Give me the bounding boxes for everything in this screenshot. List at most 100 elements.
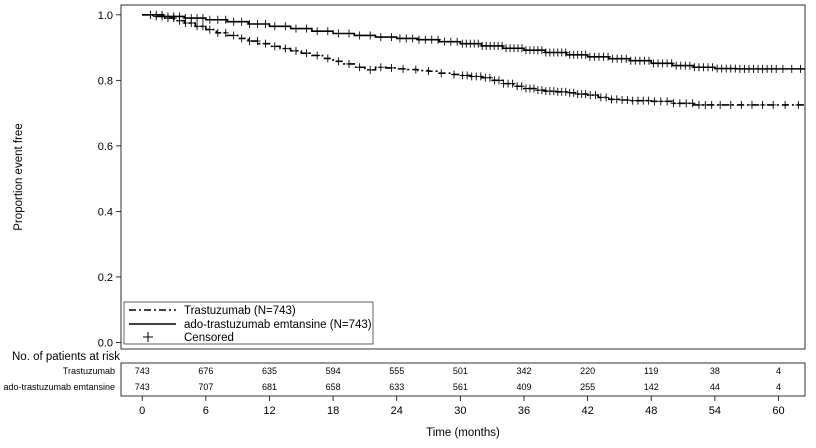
- risk-value: 4: [776, 382, 781, 392]
- plot-frame: [120, 4, 806, 350]
- x-tick-label: 48: [645, 405, 657, 417]
- series-layer: [142, 14, 805, 106]
- risk-row-label-tdm1: ado-trastuzumab emtansine: [3, 382, 115, 392]
- censor-mark: [388, 33, 395, 42]
- censor-mark: [314, 27, 321, 36]
- risk-value: 555: [389, 366, 404, 376]
- censor-mark: [670, 99, 677, 108]
- censor-mark: [623, 54, 630, 63]
- censor-layer: [147, 10, 804, 109]
- censor-mark: [246, 37, 253, 46]
- censor-mark: [188, 14, 195, 23]
- y-tick-label: 0.2: [98, 272, 113, 284]
- censor-mark: [748, 100, 755, 109]
- censor-mark: [422, 35, 429, 44]
- censor-mark: [640, 96, 647, 105]
- x-tick-label: 36: [518, 405, 530, 417]
- censor-mark: [400, 64, 407, 73]
- censor-mark: [153, 10, 160, 19]
- censor-mark: [214, 28, 221, 37]
- censor-mark: [664, 97, 671, 106]
- censor-mark: [538, 46, 545, 55]
- censor-mark: [367, 65, 374, 74]
- censor-mark: [645, 56, 652, 65]
- legend-label-trastuzumab: Trastuzumab (N=743): [184, 305, 296, 317]
- censor-mark: [403, 34, 410, 43]
- x-axis-label: Time (months): [426, 427, 500, 439]
- censor-mark: [634, 96, 641, 105]
- censor-mark: [282, 22, 289, 31]
- censor-mark: [147, 10, 154, 19]
- censor-mark: [238, 17, 245, 26]
- censor-mark: [603, 93, 610, 102]
- y-axis-label: Proportion event free: [13, 123, 25, 230]
- x-tick-label: 54: [709, 405, 721, 417]
- legend-label-censored: Censored: [184, 332, 234, 344]
- censor-mark: [428, 35, 435, 44]
- censor-mark: [779, 64, 786, 73]
- x-tick-label: 0: [139, 405, 145, 417]
- censor-mark: [738, 100, 745, 109]
- censor-mark: [605, 52, 612, 61]
- y-tick-label: 0.4: [98, 206, 113, 218]
- risk-value: 119: [644, 366, 658, 376]
- censor-mark: [509, 79, 516, 88]
- censor-mark: [613, 95, 620, 104]
- risk-value: 743: [135, 382, 150, 392]
- censor-mark: [708, 100, 715, 109]
- censor-mark: [702, 100, 709, 109]
- censor-mark: [206, 25, 213, 34]
- censor-mark: [356, 63, 363, 72]
- censor-mark: [159, 10, 166, 19]
- censor-mark: [335, 57, 342, 66]
- risk-value: 255: [580, 382, 595, 392]
- risk-value: 44: [710, 382, 720, 392]
- risk-value: 4: [776, 366, 781, 376]
- censor-mark: [530, 84, 537, 93]
- censor-mark: [377, 63, 384, 72]
- censor-mark: [486, 73, 493, 82]
- censor-mark: [438, 69, 445, 78]
- censor-mark: [782, 100, 789, 109]
- censor-mark: [262, 39, 269, 48]
- censor-mark: [254, 20, 261, 29]
- censor-mark: [356, 31, 363, 40]
- censor-mark: [518, 44, 525, 53]
- censor-mark: [314, 51, 321, 60]
- censor-mark: [689, 99, 696, 108]
- censor-mark: [412, 65, 419, 74]
- censor-mark: [495, 76, 502, 85]
- x-axis: 0 6 12 18 24 30 36 42 48 54 60: [139, 396, 785, 417]
- censor-mark: [282, 44, 289, 53]
- censor-mark: [303, 24, 310, 33]
- censor-mark: [464, 71, 471, 80]
- censor-mark: [668, 59, 675, 68]
- y-tick-label: 1.0: [98, 10, 113, 22]
- x-tick-label: 60: [772, 405, 784, 417]
- legend-label-tdm1: ado-trastuzumab emtansine (N=743): [184, 319, 372, 331]
- legend-box: [123, 301, 374, 345]
- risk-value: 676: [198, 366, 213, 376]
- censor-mark: [271, 42, 278, 51]
- censor-mark: [450, 70, 457, 79]
- censor-mark: [271, 22, 278, 31]
- censor-mark: [230, 17, 237, 26]
- legend: Trastuzumab (N=743) ado-trastuzumab emta…: [123, 301, 374, 345]
- censor-mark: [170, 12, 177, 21]
- censor-mark: [199, 14, 206, 23]
- risk-value: 409: [516, 382, 531, 392]
- censor-mark: [254, 37, 261, 46]
- censor-mark: [214, 15, 221, 24]
- censor-mark: [292, 24, 299, 33]
- risk-values: 743 676 635 594 555 501 342 220 119 38 4 743 707 681 6…: [135, 366, 781, 392]
- censor-mark: [176, 12, 183, 21]
- censor-mark: [629, 96, 636, 105]
- risk-value: 707: [198, 382, 213, 392]
- x-tick-label: 18: [327, 405, 339, 417]
- censor-mark: [206, 15, 213, 24]
- risk-value: 743: [135, 366, 150, 376]
- censor-mark: [770, 100, 777, 109]
- y-tick-label: 0.0: [98, 337, 113, 349]
- censor-mark: [709, 63, 716, 72]
